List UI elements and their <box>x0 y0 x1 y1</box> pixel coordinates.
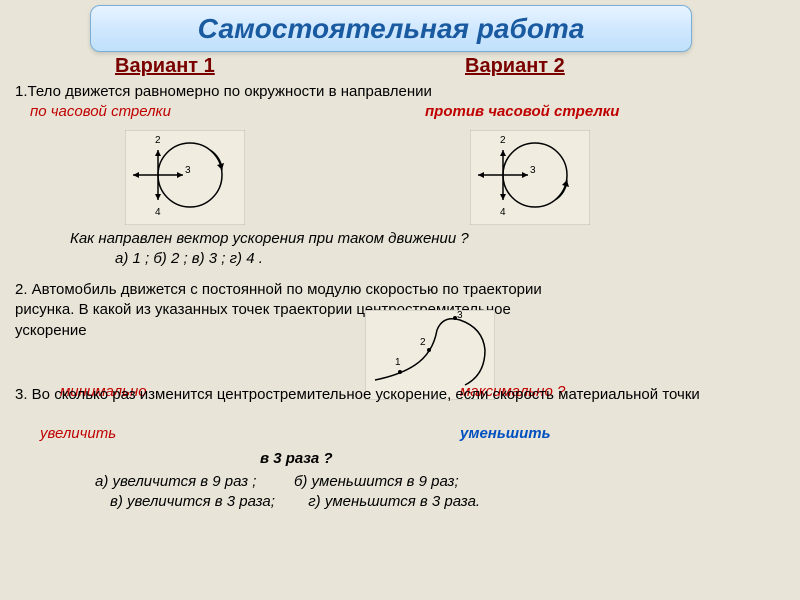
traj-label-3: 3 <box>457 310 463 321</box>
label-2: 2 <box>155 135 161 146</box>
q1-direction-clockwise: по часовой стрелки <box>30 103 171 120</box>
q3-opt-b: б) уменьшится в 9 раз; <box>294 473 459 490</box>
q3-opt-a: а) увеличится в 9 раз ; <box>95 473 256 490</box>
header-title: Самостоятельная работа <box>198 13 585 44</box>
traj-label-1: 1 <box>395 357 401 368</box>
q1-direction-ccw: против часовой стрелки <box>425 103 619 120</box>
header-box: Самостоятельная работа <box>90 5 692 52</box>
q3-options-row1: а) увеличится в 9 раз ; б) уменьшится в … <box>95 473 459 490</box>
variant-1-title: Вариант 1 <box>115 55 215 78</box>
label-2: 2 <box>500 135 506 146</box>
q3-factor: в 3 раза ? <box>260 450 333 467</box>
q3-increase: увеличить <box>40 425 116 442</box>
q3-opt-d: г) уменьшится в 3 раза. <box>308 493 480 510</box>
q3-options-row2: в) увеличится в 3 раза; г) уменьшится в … <box>110 493 480 510</box>
label-3: 3 <box>185 165 191 176</box>
circle-diagram-clockwise: 2 3 4 <box>125 130 245 225</box>
q1-statement: 1.Тело движется равномерно по окружности… <box>15 83 432 100</box>
q1-question: Как направлен вектор ускорения при таком… <box>70 230 469 247</box>
circle-diagram-ccw: 2 3 4 <box>470 130 590 225</box>
label-3: 3 <box>530 165 536 176</box>
q3-statement: 3. Во сколько раз изменится центростреми… <box>15 385 700 405</box>
variant-2-title: Вариант 2 <box>465 55 565 78</box>
q3-opt-c: в) увеличится в 3 раза; <box>110 493 275 510</box>
q2-line1: 2. Автомобиль движется с постоянной по м… <box>15 280 542 300</box>
q3-decrease: уменьшить <box>460 425 551 442</box>
traj-label-2: 2 <box>420 337 426 348</box>
q1-options: а) 1 ; б) 2 ; в) 3 ; г) 4 . <box>115 250 263 267</box>
label-4: 4 <box>155 207 161 218</box>
label-4: 4 <box>500 207 506 218</box>
